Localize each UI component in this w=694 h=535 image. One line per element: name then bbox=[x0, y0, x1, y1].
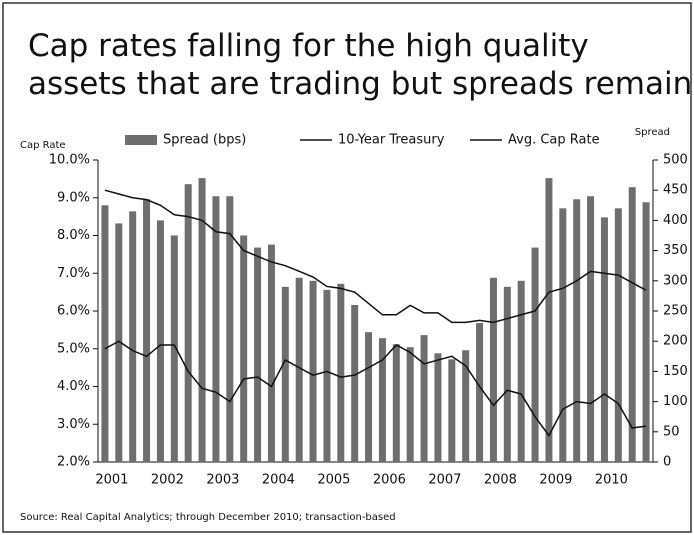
bar bbox=[365, 332, 373, 462]
chart-title: Cap rates falling for the high quality as… bbox=[28, 28, 694, 102]
y2-tick-label: 350 bbox=[663, 243, 688, 258]
bar bbox=[212, 196, 220, 463]
y2-axis-title: Spread bbox=[635, 127, 670, 138]
y2-tick-label: 400 bbox=[663, 213, 688, 228]
x-tick-label: 2003 bbox=[206, 473, 239, 488]
x-tick-label: 2001 bbox=[95, 473, 128, 488]
bar bbox=[531, 247, 539, 462]
y2-tick-label: 0 bbox=[663, 455, 671, 470]
bar bbox=[448, 359, 456, 462]
bar bbox=[559, 208, 567, 462]
line bbox=[104, 189, 647, 324]
legend-label: Avg. Cap Rate bbox=[508, 133, 600, 148]
y-axis-title: Cap Rate bbox=[20, 140, 66, 151]
y-tick-label: 4.0% bbox=[57, 379, 90, 394]
bar bbox=[434, 353, 442, 462]
bar bbox=[101, 205, 109, 463]
bar bbox=[323, 289, 331, 462]
bar bbox=[129, 211, 137, 462]
bar bbox=[267, 244, 275, 462]
x-tick-label: 2010 bbox=[595, 473, 628, 488]
x-tick-label: 2007 bbox=[428, 473, 461, 488]
bar bbox=[378, 338, 386, 462]
y-tick-label: 10.0% bbox=[49, 153, 90, 168]
bar bbox=[476, 323, 484, 462]
bar bbox=[587, 196, 595, 463]
x-tick-label: 2002 bbox=[151, 473, 184, 488]
bar bbox=[295, 277, 303, 462]
x-tick-label: 2004 bbox=[262, 473, 295, 488]
y2-tick-label: 150 bbox=[663, 364, 688, 379]
bar bbox=[642, 202, 650, 462]
bar bbox=[184, 184, 192, 462]
y2-tick-label: 200 bbox=[663, 334, 688, 349]
x-tick-label: 2008 bbox=[484, 473, 517, 488]
bar bbox=[406, 347, 414, 462]
x-tick-label: 2006 bbox=[373, 473, 406, 488]
x-tick-label: 2009 bbox=[539, 473, 572, 488]
bar bbox=[115, 223, 123, 462]
line bbox=[104, 340, 647, 437]
bar bbox=[600, 217, 608, 462]
y-tick-label: 3.0% bbox=[57, 417, 90, 432]
bar bbox=[351, 304, 359, 462]
y-tick-label: 6.0% bbox=[57, 304, 90, 319]
y-tick-label: 2.0% bbox=[57, 455, 90, 470]
legend-label: 10-Year Treasury bbox=[338, 133, 445, 148]
source-note: Source: Real Capital Analytics; through … bbox=[20, 512, 396, 523]
bar bbox=[545, 178, 553, 462]
y2-tick-label: 450 bbox=[663, 183, 688, 198]
bar bbox=[503, 286, 511, 462]
y2-tick-label: 50 bbox=[663, 424, 680, 439]
y-tick-label: 8.0% bbox=[57, 228, 90, 243]
bar bbox=[240, 235, 248, 462]
bar bbox=[198, 178, 206, 462]
bar bbox=[614, 208, 622, 462]
bar bbox=[489, 277, 497, 462]
y2-tick-label: 500 bbox=[663, 153, 688, 168]
y2-tick-label: 100 bbox=[663, 394, 688, 409]
x-tick-label: 2005 bbox=[317, 473, 350, 488]
bar bbox=[517, 280, 525, 462]
bar bbox=[254, 247, 262, 462]
bar bbox=[337, 283, 345, 462]
legend-swatch bbox=[125, 135, 157, 145]
bar bbox=[420, 335, 428, 462]
bar bbox=[226, 196, 234, 463]
y-tick-label: 9.0% bbox=[57, 190, 90, 205]
bar bbox=[281, 286, 289, 462]
y-tick-label: 7.0% bbox=[57, 266, 90, 281]
y-tick-label: 5.0% bbox=[57, 341, 90, 356]
y2-tick-label: 250 bbox=[663, 304, 688, 319]
bar bbox=[628, 187, 636, 462]
bar bbox=[170, 235, 178, 462]
bar bbox=[462, 350, 470, 462]
bar bbox=[309, 280, 317, 462]
y2-tick-label: 300 bbox=[663, 273, 688, 288]
bar bbox=[573, 199, 581, 462]
bar bbox=[392, 344, 400, 462]
legend-label: Spread (bps) bbox=[163, 133, 246, 148]
bar bbox=[156, 220, 164, 462]
bar bbox=[143, 199, 151, 462]
